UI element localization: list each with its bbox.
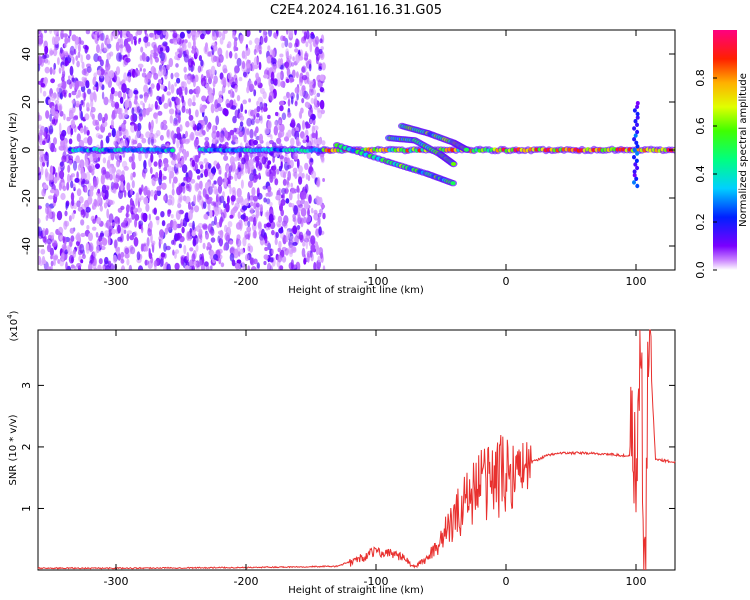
snr-series-line — [37, 329, 676, 571]
spectrogram-image — [38, 30, 675, 270]
snr-y-multiplier: (x104) — [6, 310, 20, 341]
colorbar-tick-label: 0.8 — [694, 69, 707, 87]
spectrogram-y-tick-label: 0 — [20, 147, 33, 154]
snr-x-tick-label: 100 — [626, 575, 647, 588]
figure-title: C2E4.2024.161.16.31.G05 — [270, 3, 442, 18]
spectrogram-x-tick-label: 0 — [503, 275, 510, 288]
colorbar: 0.0 0.2 0.4 0.6 0.8 Normalized spectral ampl… — [694, 30, 749, 279]
snr-y-tick-label: 3 — [20, 382, 33, 389]
snr-frame — [37, 329, 676, 571]
spectrogram-y-tick-label: -40 — [20, 237, 33, 255]
colorbar-tick-label: 0.4 — [694, 165, 707, 183]
snr-y-tick-label: 2 — [20, 443, 33, 450]
snr-panel: -300 -200 -100 0 100 1 2 3 Height of straight … — [6, 310, 676, 596]
spectrogram-x-axis-label: Height of straight line (km) — [288, 285, 424, 296]
spectrogram-y-axis-label: Frequency (Hz) — [8, 112, 19, 188]
colorbar-tick-label: 0.6 — [694, 117, 707, 135]
spectrogram-y-tick-label: 20 — [20, 95, 33, 109]
snr-y-tick-label: 1 — [20, 505, 33, 512]
spectrogram-x-tick-label: -100 — [364, 275, 389, 288]
colorbar-label: Normalized spectral amplitude — [738, 73, 749, 227]
spectrogram-y-tick-label: 40 — [20, 47, 33, 61]
snr-x-tick-label: -300 — [104, 575, 129, 588]
snr-x-tick-label: -200 — [234, 575, 259, 588]
snr-x-axis-label: Height of straight line (km) — [288, 585, 424, 596]
colorbar-tick-label: 0.0 — [694, 261, 707, 279]
snr-x-tick-label: 0 — [503, 575, 510, 588]
colorbar-gradient — [713, 30, 737, 270]
snr-x-tick-label: -100 — [364, 575, 389, 588]
spectrogram-x-tick-label: 100 — [626, 275, 647, 288]
spectrogram-x-tick-label: -200 — [234, 275, 259, 288]
spectrogram-y-tick-label: -20 — [20, 189, 33, 207]
colorbar-tick-label: 0.2 — [694, 213, 707, 231]
spectrogram-x-tick-label: -300 — [104, 275, 129, 288]
snr-y-axis-label: SNR (10 * v/v) — [8, 414, 19, 485]
